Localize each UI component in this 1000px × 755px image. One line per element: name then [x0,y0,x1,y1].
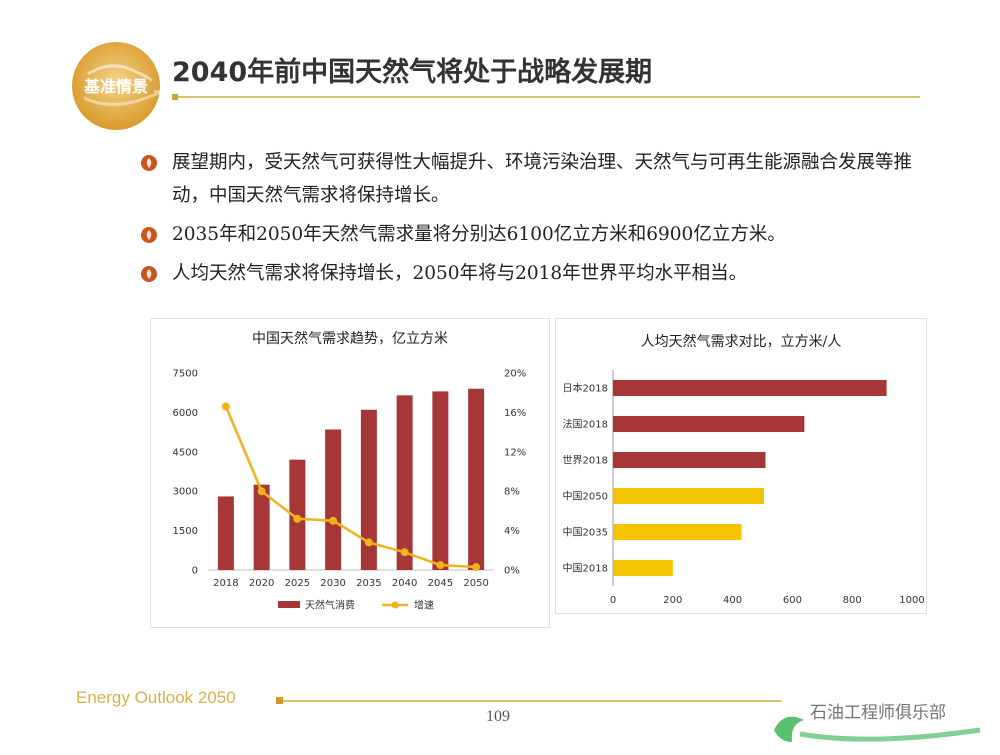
bar-per-capita [613,560,673,576]
watermark-logo-icon [774,716,981,742]
x-tick-label: 2040 [392,578,417,589]
x-tick-label: 200 [663,595,682,606]
bullet-text: 展望期内，受天然气可获得性大幅提升、环境污染治理、天然气与可再生能源融合发展等推… [172,152,913,206]
y-category-label: 世界2018 [563,455,608,467]
bullet-item: 2035年和2050年天然气需求量将分别达6100亿立方米和6900亿立方米。 [140,218,940,251]
bar-per-capita [613,380,887,396]
bar-consumption [432,391,449,570]
y-category-label: 日本2018 [563,382,608,395]
y-left-tick-label: 0 [192,566,198,577]
bar-per-capita [613,488,764,504]
x-tick-label: 400 [723,595,742,606]
x-tick-label: 600 [783,595,802,606]
footer-divider-dot [276,697,283,704]
title-divider [172,96,920,98]
y-left-tick-label: 1500 [173,526,198,537]
y-right-tick-label: 8% [504,487,520,498]
footer-divider [276,700,782,702]
x-tick-label: 2018 [213,578,238,589]
point-growth [221,402,230,411]
page-number: 109 [486,708,510,725]
globe-icon [72,42,160,130]
y-category-label: 中国2035 [563,526,608,539]
demand-trend-svg: 中国天然气需求趋势，亿立方米 0 1500 3000 4500 6000 7500 0% 4%… [150,318,550,628]
bullet-text: 人均天然气需求将保持增长，2050年将与2018年世界平均水平相当。 [172,263,748,284]
bar-consumption [360,409,377,570]
point-growth [400,548,409,557]
y-left-tick-label: 7500 [173,369,198,380]
y-right-tick-label: 20% [504,369,526,380]
line-growth [224,406,477,569]
point-growth [329,516,338,525]
bar-consumption [253,484,270,570]
y-right-tick-label: 4% [504,526,520,537]
per-capita-svg: 人均天然气需求对比，立方米/人 日本2018 法国2018 世界2018 中国2050… [555,318,927,614]
bar-consumption [396,395,413,570]
y-category-label: 中国2050 [563,490,608,503]
bar-per-capita [613,452,766,468]
x-tick-label: 2025 [285,578,310,589]
logo-badge: 基准情景 [70,40,162,132]
bar-consumption [217,496,234,570]
x-tick-label: 1000 [899,595,924,606]
per-capita-chart: 人均天然气需求对比，立方米/人 日本2018 法国2018 世界2018 中国2050… [555,318,927,614]
chart-title: 人均天然气需求对比，立方米/人 [641,333,842,350]
x-tick-label: 2030 [320,578,345,589]
watermark: 石油工程师俱乐部 [770,690,995,750]
legend-label-line: 增速 [414,599,434,612]
demand-trend-chart: 中国天然气需求趋势，亿立方米 0 1500 3000 4500 6000 7500 0% 4%… [150,318,550,628]
title-divider-dot [172,94,178,100]
chart-title: 中国天然气需求趋势，亿立方米 [252,330,448,347]
bullet-flame-icon [141,227,157,243]
point-growth [257,487,266,496]
point-growth [364,538,373,547]
x-tick-label: 800 [843,595,862,606]
bullet-text: 2035年和2050年天然气需求量将分别达6100亿立方米和6900亿立方米。 [172,224,786,245]
y-right-tick-label: 0% [504,566,520,577]
bullet-list: 展望期内，受天然气可获得性大幅提升、环境污染治理、天然气与可再生能源融合发展等推… [140,146,940,296]
x-tick-label: 2035 [356,578,381,589]
page-title: 2040年前中国天然气将处于战略发展期 [172,57,653,88]
x-tick-label: 2050 [463,578,488,589]
y-right-tick-label: 12% [504,447,526,458]
y-left-tick-label: 3000 [173,487,198,498]
x-tick-label: 0 [610,595,616,606]
watermark-text: 石油工程师俱乐部 [810,703,946,723]
badge-text: 基准情景 [83,77,148,96]
legend-label-bar: 天然气消费 [305,599,355,612]
point-growth [293,514,302,523]
bullet-item: 人均天然气需求将保持增长，2050年将与2018年世界平均水平相当。 [140,257,940,290]
bar-consumption [325,429,342,570]
bullet-flame-icon [141,155,157,171]
legend-marker-line [391,601,399,609]
y-category-label: 法国2018 [563,418,608,431]
bar-per-capita [613,524,742,540]
y-right-tick-label: 16% [504,408,526,419]
point-growth [436,561,445,570]
x-tick-label: 2045 [428,578,453,589]
y-category-label: 中国2018 [563,562,608,575]
bar-consumption [468,388,485,570]
bullet-item: 展望期内，受天然气可获得性大幅提升、环境污染治理、天然气与可再生能源融合发展等推… [140,146,940,212]
point-growth [472,563,481,572]
bullet-flame-icon [141,266,157,282]
y-left-tick-label: 6000 [173,408,198,419]
bar-per-capita [613,416,805,432]
footer-report-name: Energy Outlook 2050 [76,688,236,707]
y-left-tick-label: 4500 [173,447,198,458]
legend-swatch-bar [278,601,300,608]
x-tick-label: 2020 [249,578,274,589]
